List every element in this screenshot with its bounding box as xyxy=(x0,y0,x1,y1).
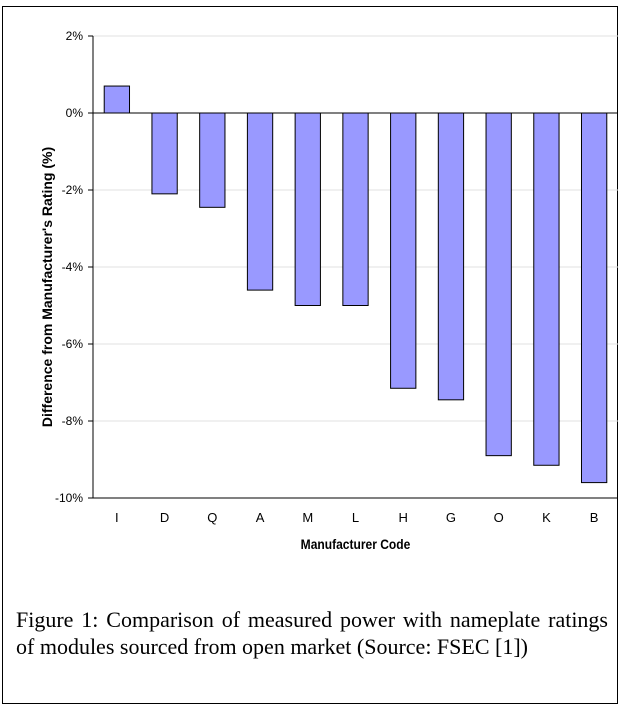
y-tick-label: 2% xyxy=(66,29,84,43)
bar xyxy=(580,112,608,484)
x-tick-label: O xyxy=(494,510,504,525)
bar xyxy=(246,112,274,291)
y-tick-label: -8% xyxy=(62,414,84,428)
x-tick-label: Q xyxy=(207,510,217,525)
y-tick-label: -6% xyxy=(62,337,84,351)
bar xyxy=(151,112,178,195)
bar xyxy=(390,112,417,389)
x-tick-label: H xyxy=(399,510,408,525)
y-tick-label: -2% xyxy=(62,183,84,197)
y-axis-label: Difference from Manufacturer's Rating (%… xyxy=(39,147,55,427)
figure-caption: Figure 1: Comparison of measured power w… xyxy=(16,607,608,659)
y-tick-label: 0% xyxy=(66,106,84,120)
x-tick-label: L xyxy=(352,510,359,525)
x-tick-label: A xyxy=(256,510,265,525)
y-ticks: 2% 0% -2% -4% -6% -8% -10% xyxy=(55,29,93,505)
x-tick-label: G xyxy=(446,510,456,525)
bar xyxy=(485,112,512,457)
y-tick-label: -4% xyxy=(62,260,84,274)
x-tick-label: I xyxy=(115,510,119,525)
bar xyxy=(199,112,226,208)
x-tick-label: K xyxy=(542,510,551,525)
bars xyxy=(103,85,608,484)
bar xyxy=(533,112,560,466)
bar-chart: 2% 0% -2% -4% -6% -8% -10% I D Q A M L H G O K B Manufac… xyxy=(39,29,618,552)
bar xyxy=(437,112,465,401)
x-tick-label: M xyxy=(302,510,313,525)
y-tick-label: -10% xyxy=(55,491,83,505)
bar xyxy=(294,112,321,306)
bar xyxy=(342,112,369,306)
x-axis-label: Manufacturer Code xyxy=(301,536,411,552)
x-tick-label: D xyxy=(160,510,169,525)
bar xyxy=(103,85,131,114)
x-tick-label: B xyxy=(590,510,599,525)
